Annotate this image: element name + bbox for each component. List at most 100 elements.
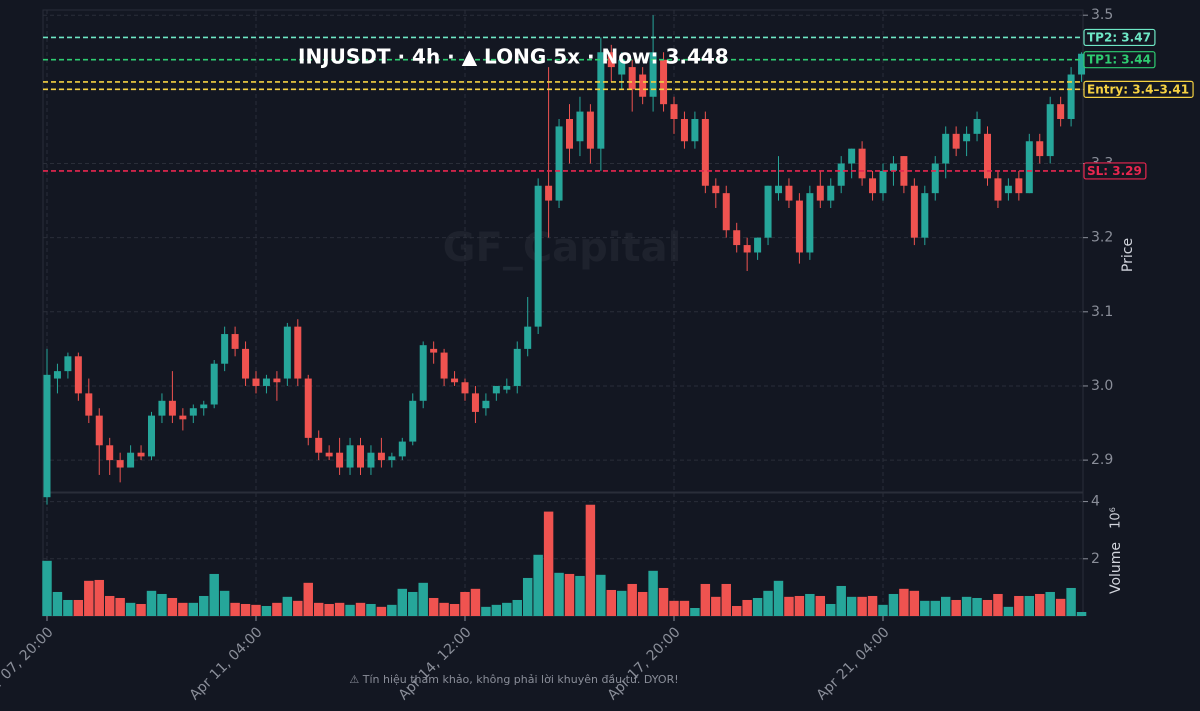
volume-bar [805,593,815,616]
candle-body [419,345,427,401]
candle-body [973,119,981,134]
candle-body [910,185,918,238]
volume-bar [1076,611,1087,616]
volume-bar [888,593,899,616]
volume-bar [470,588,481,616]
candle-body [451,378,459,383]
volume-bar [449,603,460,616]
volume-bar [585,504,596,616]
candle-body [586,111,594,149]
candle-body [1004,185,1012,194]
volume-axis-label: Volume [1108,542,1124,594]
candle-body [409,400,417,442]
volume-bar [282,596,293,616]
volume-bar [188,602,199,616]
candle-body [231,334,239,349]
volume-bar [533,554,543,616]
level-tag-box [1083,162,1147,180]
volume-bar [1003,606,1014,616]
level-tag-label: Entry: 3.4–3.41 [1087,82,1189,96]
candle-body [492,385,500,394]
volume-bar [1045,591,1055,616]
disclaimer: ⚠ Tín hiệu tham khảo, không phải lời khu… [349,673,678,686]
candle-body [283,326,291,379]
candle-body [785,185,793,201]
volume-bar [773,580,784,616]
volume-bar [564,573,575,616]
candle-body [848,148,856,164]
volume-bar [543,511,554,616]
volume-bar [920,600,930,616]
y-tick-label: 4 [1091,494,1100,510]
y-tick-label: 3.5 [1091,7,1113,23]
candle-body [262,378,270,386]
volume-bar [951,599,961,616]
volume-bar [993,593,1003,616]
volume-bar [637,591,648,616]
candle-body [743,245,751,253]
candle-body [816,185,824,201]
volume-bar [42,560,52,616]
volume-bar [52,591,63,616]
candle-body [931,163,939,194]
candle-body [670,104,678,120]
candle-body [85,393,93,416]
volume-bar [115,597,125,616]
candle-body [795,200,803,253]
level-tag-box [1083,28,1156,47]
volume-bar [961,596,972,616]
volume-bar [940,596,951,616]
candle-body [336,452,344,468]
volume-bar [251,604,261,616]
y-tick-label: 3.1 [1091,304,1113,320]
candle-body [137,452,145,457]
candle-body [471,393,479,412]
volume-bar [178,602,188,616]
volume-bar [355,602,366,616]
candle-body [64,356,72,372]
volume-bar [596,574,606,616]
candle-body [430,348,438,353]
candle-body [513,348,521,386]
level-tag: TP2: 3.47 [1083,28,1156,47]
volume-bar [293,600,303,616]
y-tick-label: 3.0 [1091,378,1113,394]
level-tag: SL: 3.29 [1083,162,1147,180]
candle-body [775,185,782,194]
candle-body [576,111,584,142]
price-frame [42,9,1084,493]
volume-offset-label: 10⁶ [1109,507,1124,529]
volume-bar [763,590,773,616]
volume-bar [606,589,617,616]
volume-bar [199,595,209,616]
level-tag: TP1: 3.44 [1083,51,1156,69]
volume-bar [345,604,355,616]
candle-body [367,452,375,468]
candle-body [691,119,699,142]
volume-bar [387,604,397,616]
candle-body [984,133,991,179]
candle-body [545,185,553,201]
candle-body [889,163,897,171]
volume-bar [324,603,334,616]
candle-body [837,163,845,186]
candle-body [680,119,688,142]
y-tick-label: 2.9 [1091,452,1113,468]
candle-body [879,170,887,194]
volume-bar [167,597,178,616]
watermark: GF_Capital [443,225,682,271]
candle-body [764,185,772,238]
volume-bar [136,603,146,616]
candle-body [95,415,103,446]
candle-body [210,363,218,405]
candle-body [315,437,323,453]
volume-bar [1024,595,1035,616]
candle-body [618,59,626,75]
candle-body [806,193,814,253]
candle-body [952,133,960,149]
candle-body [179,415,187,420]
candle-body [1057,104,1065,120]
volume-bar [836,585,846,616]
volume-bar [721,583,731,616]
